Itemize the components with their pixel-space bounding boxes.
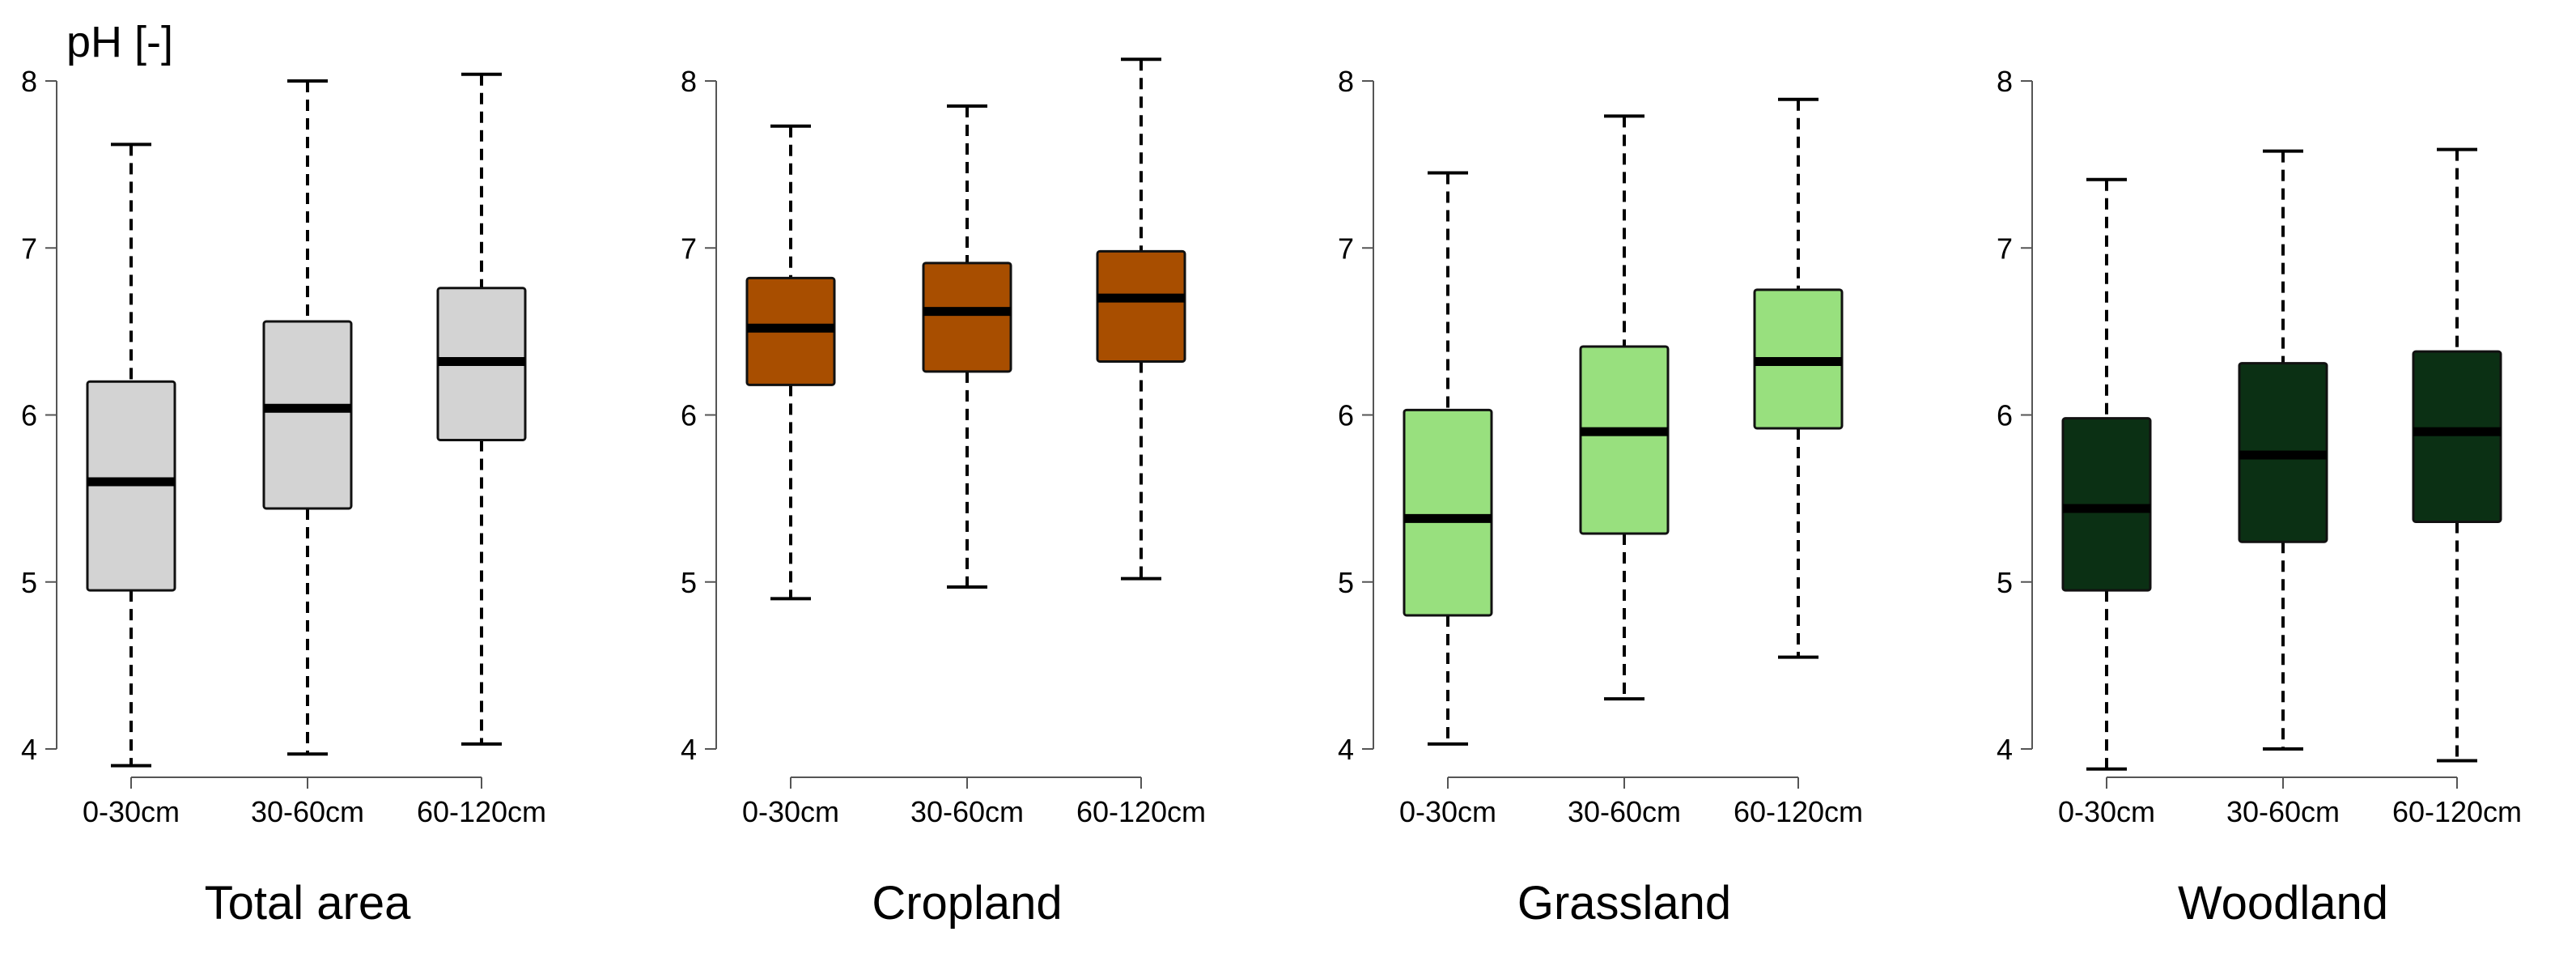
y-tick-label: 6	[21, 399, 37, 432]
iqr-box	[1403, 408, 1493, 617]
box-60-120cm: 60-120cm	[2392, 147, 2522, 828]
box-60-120cm: 60-120cm	[1734, 97, 1863, 828]
x-tick-label: 60-120cm	[2392, 795, 2522, 828]
iqr-box	[262, 320, 353, 510]
y-tick-label: 4	[1997, 733, 2013, 766]
y-tick-label: 7	[681, 232, 697, 265]
panel-grassland: 4 5 6 7 8 0-30cm 30-60cm 60-120cm Grassland	[1338, 65, 1863, 930]
iqr-box	[1579, 345, 1670, 535]
box-30-60cm: 30-60cm	[910, 104, 1024, 828]
box-0-30cm: 0-30cm	[1399, 171, 1496, 828]
panel-title: Total area	[205, 877, 411, 930]
y-tick-label: 5	[1997, 566, 2013, 599]
iqr-box	[1096, 249, 1186, 363]
panel-title: Grassland	[1517, 877, 1731, 930]
x-tick-label: 30-60cm	[251, 795, 364, 828]
y-tick-label: 8	[21, 65, 37, 98]
y-tick-label: 4	[1338, 733, 1354, 766]
y-tick-label: 6	[1997, 399, 2013, 432]
y-tick-label: 5	[21, 566, 37, 599]
x-tick-label: 60-120cm	[1076, 795, 1206, 828]
y-tick-label: 6	[681, 399, 697, 432]
box-60-120cm: 60-120cm	[417, 72, 546, 828]
y-tick-label: 4	[681, 733, 697, 766]
y-tick-label: 5	[1338, 566, 1354, 599]
panel-title: Woodland	[2178, 877, 2388, 930]
iqr-box	[922, 262, 1012, 373]
y-tick-label: 7	[21, 232, 37, 265]
x-tick-label: 0-30cm	[1399, 795, 1496, 828]
y-tick-label: 8	[1997, 65, 2013, 98]
panel-woodland: 4 5 6 7 8 0-30cm 30-60cm 60-120cm Woodland	[1997, 65, 2522, 930]
panel-cropland: 4 5 6 7 8 0-30cm 30-60cm 60-120cm Cropland	[681, 57, 1206, 930]
y-tick-label: 8	[681, 65, 697, 98]
x-tick-label: 0-30cm	[2058, 795, 2155, 828]
y-tick-label: 5	[681, 566, 697, 599]
box-30-60cm: 30-60cm	[2226, 149, 2340, 828]
box-0-30cm: 0-30cm	[742, 124, 839, 828]
panel-title: Cropland	[872, 877, 1062, 930]
box-30-60cm: 30-60cm	[251, 79, 364, 828]
box-0-30cm: 0-30cm	[2058, 177, 2155, 828]
x-tick-label: 30-60cm	[2226, 795, 2340, 828]
x-tick-label: 0-30cm	[742, 795, 839, 828]
box-0-30cm: 0-30cm	[83, 143, 180, 828]
x-tick-label: 60-120cm	[1734, 795, 1863, 828]
y-axis-label: pH [-]	[66, 18, 173, 66]
box-60-120cm: 60-120cm	[1076, 57, 1206, 828]
x-tick-label: 30-60cm	[1568, 795, 1681, 828]
x-tick-label: 0-30cm	[83, 795, 180, 828]
y-tick-label: 7	[1338, 232, 1354, 265]
panel-total-area: 4 5 6 7 8 0-30cm 30-60cm 60-120cm Total area	[21, 65, 546, 930]
x-tick-label: 30-60cm	[910, 795, 1024, 828]
x-tick-label: 60-120cm	[417, 795, 546, 828]
y-tick-label: 7	[1997, 232, 2013, 265]
y-tick-label: 8	[1338, 65, 1354, 98]
box-30-60cm: 30-60cm	[1568, 114, 1681, 828]
iqr-box	[2412, 350, 2502, 523]
y-tick-label: 6	[1338, 399, 1354, 432]
y-tick-label: 4	[21, 733, 37, 766]
